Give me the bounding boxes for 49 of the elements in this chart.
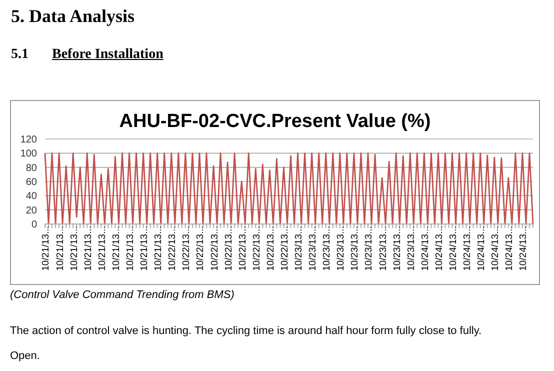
x-tick-label: 10/23/13... <box>378 226 389 271</box>
text: 5. Data Analysis <box>11 6 135 27</box>
x-tick-label: 10/23/13... <box>322 226 333 271</box>
x-tick-label: 10/23/13... <box>364 226 375 271</box>
x-tick-label: 10/22/13... <box>265 226 276 271</box>
x-tick-label: 10/22/13... <box>195 226 206 271</box>
x-tick-label: 10/21/13... <box>82 226 94 271</box>
y-tick-label: 120 <box>20 134 38 146</box>
x-tick-label: 10/22/13... <box>251 226 262 271</box>
x-tick-label: 10/21/13... <box>68 226 80 271</box>
text: (Control Valve Command Trending from BMS) <box>10 289 234 301</box>
x-tick-label: 10/22/13... <box>209 226 220 271</box>
x-tick-label: 10/21/13... <box>153 226 164 271</box>
x-tick-label: 10/22/13... <box>223 226 234 271</box>
x-tick-label: 10/24/13... <box>420 226 431 271</box>
x-tick-label: 10/21/13... <box>125 226 136 271</box>
x-tick-label: 10/23/13... <box>392 226 403 271</box>
y-tick-label: 80 <box>26 162 38 174</box>
x-tick-label: 10/24/13... <box>518 226 530 271</box>
y-tick-label: 100 <box>20 148 38 160</box>
x-tick-label: 10/22/13... <box>279 226 290 271</box>
x-tick-label: 10/23/13... <box>350 226 361 271</box>
x-tick-label: 10/24/13... <box>504 226 516 271</box>
text: Open. <box>10 350 40 362</box>
x-tick-label: 10/24/13... <box>476 226 488 271</box>
x-tick-label: 10/21/13... <box>54 226 66 271</box>
x-tick-label: 10/24/13... <box>462 226 474 271</box>
x-tick-label: 10/22/13... <box>167 226 178 271</box>
x-tick-label: 10/23/13... <box>336 226 347 271</box>
y-tick-label: 40 <box>26 191 38 202</box>
x-tick-label: 10/23/13... <box>308 226 319 271</box>
x-tick-label: 10/23/13... <box>406 226 417 271</box>
x-tick-label: 10/22/13... <box>181 226 192 271</box>
text: The action of control valve is hunting. The cycling time is around half hour form fully close to fully. <box>10 325 482 337</box>
x-tick-label: 10/21/13... <box>40 226 52 271</box>
x-tick-label: 10/24/13... <box>434 226 445 271</box>
text: 5.1 <box>11 47 28 63</box>
x-tick-label: 10/22/13... <box>237 226 248 271</box>
x-tick-label: 10/23/13... <box>294 226 305 271</box>
chart-title: AHU-BF-02-CVC.Present Value (%) <box>118 111 432 133</box>
y-tick-label: 20 <box>26 205 38 216</box>
y-tick-label: 60 <box>26 177 38 188</box>
x-tick-label: 10/24/13... <box>448 226 459 271</box>
x-tick-label: 10/21/13... <box>110 226 122 271</box>
text: Before Installation <box>52 47 164 63</box>
x-tick-label: 10/21/13... <box>96 226 108 271</box>
x-tick-label: 10/24/13... <box>490 226 502 271</box>
x-tick-label: 10/21/13... <box>139 226 150 271</box>
y-tick-label: 0 <box>31 220 38 231</box>
